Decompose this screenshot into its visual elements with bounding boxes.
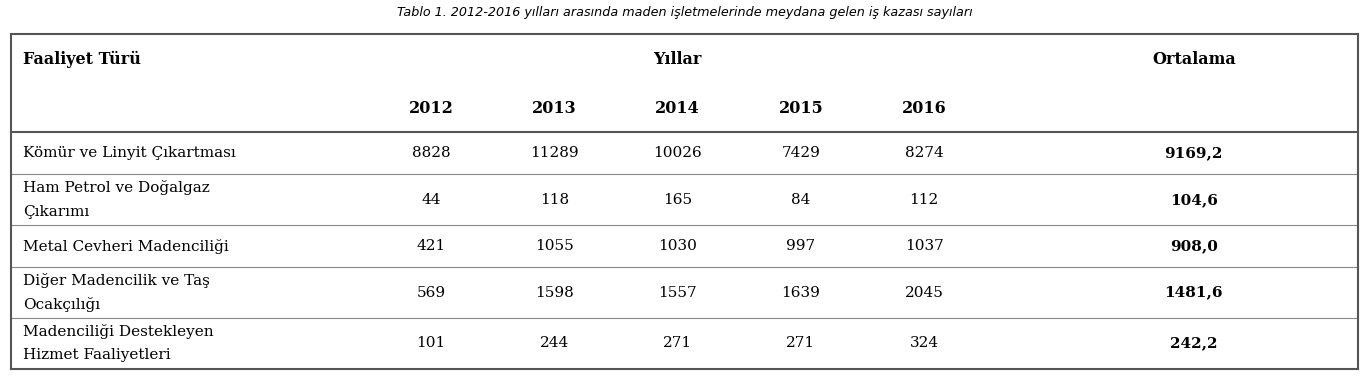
Text: 118: 118	[539, 193, 570, 207]
Text: 569: 569	[416, 286, 446, 300]
Text: 1598: 1598	[535, 286, 574, 300]
Text: 165: 165	[663, 193, 693, 207]
Text: 10026: 10026	[653, 146, 702, 160]
Text: 104,6: 104,6	[1170, 193, 1217, 207]
Text: 2014: 2014	[656, 100, 700, 117]
Text: 2016: 2016	[902, 100, 946, 117]
Text: 1030: 1030	[658, 239, 697, 253]
Text: 2015: 2015	[779, 100, 823, 117]
Text: 324: 324	[909, 336, 939, 350]
Text: 1639: 1639	[782, 286, 820, 300]
Text: 8828: 8828	[412, 146, 450, 160]
Text: 421: 421	[416, 239, 446, 253]
Text: 112: 112	[909, 193, 939, 207]
Text: 2013: 2013	[533, 100, 576, 117]
Text: Ocakçılığı: Ocakçılığı	[23, 297, 100, 312]
Text: Metal Cevheri Madenciliği: Metal Cevheri Madenciliği	[23, 239, 229, 254]
Text: Ortalama: Ortalama	[1151, 51, 1236, 68]
Text: 7429: 7429	[782, 146, 820, 160]
Text: 9169,2: 9169,2	[1165, 146, 1223, 160]
Text: Faaliyet Türü: Faaliyet Türü	[23, 51, 141, 68]
Text: Tablo 1. 2012-2016 yılları arasında maden işletmelerinde meydana gelen iş kazası: Tablo 1. 2012-2016 yılları arasında made…	[397, 6, 972, 19]
Text: 242,2: 242,2	[1170, 336, 1217, 350]
Text: 11289: 11289	[530, 146, 579, 160]
Text: 997: 997	[786, 239, 816, 253]
Text: Madenciliği Destekleyen: Madenciliği Destekleyen	[23, 324, 214, 339]
Text: 1055: 1055	[535, 239, 574, 253]
Text: 8274: 8274	[905, 146, 943, 160]
Text: 271: 271	[663, 336, 693, 350]
Text: 908,0: 908,0	[1170, 239, 1217, 253]
Text: Hizmet Faaliyetleri: Hizmet Faaliyetleri	[23, 349, 171, 363]
Text: 2012: 2012	[409, 100, 453, 117]
Text: 271: 271	[786, 336, 816, 350]
Text: 44: 44	[422, 193, 441, 207]
Text: 1481,6: 1481,6	[1165, 286, 1223, 300]
Text: 101: 101	[416, 336, 446, 350]
Text: 84: 84	[791, 193, 810, 207]
Text: Yıllar: Yıllar	[653, 51, 702, 68]
Text: 1037: 1037	[905, 239, 943, 253]
Text: Ham Petrol ve Doğalgaz: Ham Petrol ve Doğalgaz	[23, 180, 209, 195]
Text: Kömür ve Linyit Çıkartması: Kömür ve Linyit Çıkartması	[23, 146, 235, 160]
Text: 2045: 2045	[905, 286, 943, 300]
Text: Çıkarımı: Çıkarımı	[23, 205, 89, 219]
Text: 244: 244	[539, 336, 570, 350]
Text: 1557: 1557	[658, 286, 697, 300]
Text: Diğer Madencilik ve Taş: Diğer Madencilik ve Taş	[23, 273, 211, 288]
